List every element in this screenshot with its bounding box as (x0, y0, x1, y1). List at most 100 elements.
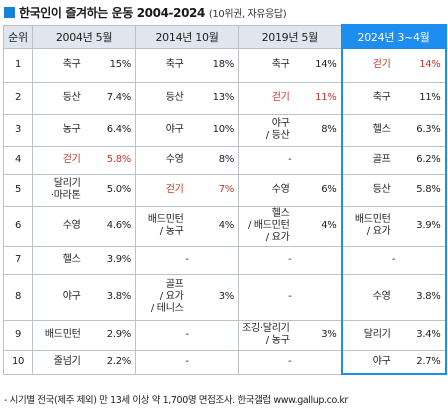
column-header-period: 2019년 5월 (238, 24, 342, 49)
table-row: 6 수영 4.6% 배드민턴 / 농구 4% 헬스 / 배드민턴 / 요가 4% 배드민턴 / 요가 3… (3, 205, 447, 247)
sport-name: 축구 (135, 47, 190, 83)
sport-name: 수영 (135, 145, 190, 175)
percent-value: 4.6% (86, 205, 136, 247)
empty-cell: - (238, 145, 342, 175)
sport-name: 등산 (135, 81, 190, 115)
percent-value: 5.8% (396, 173, 447, 207)
percent-value: 7.4% (86, 81, 136, 115)
rank-cell: 7 (3, 245, 33, 275)
sport-name: 줄넘기 (32, 349, 87, 375)
title-bar: 한국인이 즐겨하는 운동 2004-2024 (10위권, 자유응답) (4, 2, 287, 22)
sport-name: 수영 (238, 173, 296, 207)
percent-value: 14% (396, 47, 447, 83)
empty-cell: - (135, 245, 239, 275)
percent-value: 3.4% (396, 319, 447, 351)
rank-cell: 5 (3, 173, 33, 207)
rank-cell: 8 (3, 273, 33, 321)
rank-cell: 2 (3, 81, 33, 115)
sport-name: 야구 / 등산 (238, 113, 296, 147)
sport-name: 등산 (340, 173, 397, 207)
sport-name: 골프 / 요가 / 테니스 (135, 273, 190, 321)
rank-cell: 10 (3, 349, 33, 375)
percent-value: 8% (295, 113, 342, 147)
sport-name: 축구 (340, 81, 397, 115)
empty-cell: - (238, 349, 342, 375)
percent-value: 10% (189, 113, 239, 147)
empty-cell: - (135, 349, 239, 375)
percent-value: 2.7% (396, 349, 447, 375)
sport-name: 배드민턴 / 요가 (340, 205, 397, 247)
rank-cell: 9 (3, 319, 33, 351)
sport-name: 수영 (32, 205, 87, 247)
sport-name: 걷기 (238, 81, 296, 115)
percent-value: 15% (86, 47, 136, 83)
sport-name: 야구 (135, 113, 190, 147)
percent-value: 6.3% (396, 113, 447, 147)
percent-value: 6.4% (86, 113, 136, 147)
percent-value: 2.9% (86, 319, 136, 351)
percent-value: 6.2% (396, 145, 447, 175)
table-row: 9 배드민턴 2.9% - 조깅·달리기 / 농구 3% 달리기 3.4% (3, 319, 447, 351)
sport-name: 걷기 (340, 47, 397, 83)
rank-cell: 4 (3, 145, 33, 175)
sport-name: 배드민턴 / 농구 (135, 205, 190, 247)
sport-name: 수영 (340, 273, 397, 321)
percent-value: 3.9% (396, 205, 447, 247)
sport-name: 골프 (340, 145, 397, 175)
percent-value: 5.0% (86, 173, 136, 207)
table-row: 7 헬스 3.9% - - - (3, 245, 447, 275)
percent-value: 18% (189, 47, 239, 83)
table-row: 4 걷기 5.8% 수영 8% - 골프 6.2% (3, 145, 447, 175)
percent-value: 4% (295, 205, 342, 247)
column-header-period: 2024년 3~4월 (340, 24, 447, 49)
sport-name: 야구 (32, 273, 87, 321)
sport-name: 농구 (32, 113, 87, 147)
chart-title: 한국인이 즐겨하는 운동 2004-2024 (19, 5, 205, 20)
rank-cell: 3 (3, 113, 33, 147)
table-row: 10 줄넘기 2.2% - - 야구 2.7% (3, 349, 447, 375)
column-header-rank: 순위 (3, 24, 33, 49)
footnote: - 시기별 전국(제주 제외) 만 13세 이상 약 1,700명 면접조사. … (4, 395, 348, 406)
empty-cell: - (135, 319, 239, 351)
table-header-row: 순위 2004년 5월 2014년 10월 2019년 5월 2024년 3~4월 (3, 24, 447, 49)
sport-name: 걷기 (135, 173, 190, 207)
percent-value: 3.8% (86, 273, 136, 321)
rank-cell: 6 (3, 205, 33, 247)
percent-value: 7% (189, 173, 239, 207)
sport-name: 헬스 (32, 245, 87, 275)
percent-value: 2.2% (86, 349, 136, 375)
percent-value: 4% (189, 205, 239, 247)
column-header-period: 2004년 5월 (32, 24, 136, 49)
table-row: 3 농구 6.4% 야구 10% 야구 / 등산 8% 헬스 6.3% (3, 113, 447, 147)
sport-name: 헬스 / 배드민턴 / 요가 (238, 205, 296, 247)
percent-value: 5.8% (86, 145, 136, 175)
empty-cell: - (238, 273, 342, 321)
sport-name: 걷기 (32, 145, 87, 175)
table-row: 5 달리기 ·마라톤 5.0% 걷기 7% 수영 6% 등산 5.8% (3, 173, 447, 207)
table-row: 1 축구 15% 축구 18% 축구 14% 걷기 14% (3, 47, 447, 83)
table-row: 2 등산 7.4% 등산 13% 걷기 11% 축구 11% (3, 81, 447, 115)
sport-name: 축구 (238, 47, 296, 83)
percent-value: 11% (295, 81, 342, 115)
percent-value: 14% (295, 47, 342, 83)
percent-value: 3.8% (396, 273, 447, 321)
percent-value: 3.9% (86, 245, 136, 275)
percent-value: 3% (295, 319, 342, 351)
table-row: 8 야구 3.8% 골프 / 요가 / 테니스 3% - 수영 3.8% (3, 273, 447, 321)
empty-cell: - (238, 245, 342, 275)
percent-value: 3% (189, 273, 239, 321)
sport-name: 조깅·달리기 / 농구 (238, 319, 296, 351)
chart-subtitle: (10위권, 자유응답) (208, 8, 287, 20)
sport-name: 축구 (32, 47, 87, 83)
sport-name: 야구 (340, 349, 397, 375)
percent-value: 13% (189, 81, 239, 115)
rank-cell: 1 (3, 47, 33, 83)
percent-value: 11% (396, 81, 447, 115)
sport-name: 달리기 (340, 319, 397, 351)
title-square-icon (4, 6, 15, 18)
table-body: 1 축구 15% 축구 18% 축구 14% 걷기 14% 2 등산 7.4% 등산 13% 걷기 11% 축구… (3, 47, 447, 375)
sport-name: 달리기 ·마라톤 (32, 173, 87, 207)
empty-cell: - (340, 245, 447, 275)
column-header-period: 2014년 10월 (135, 24, 239, 49)
